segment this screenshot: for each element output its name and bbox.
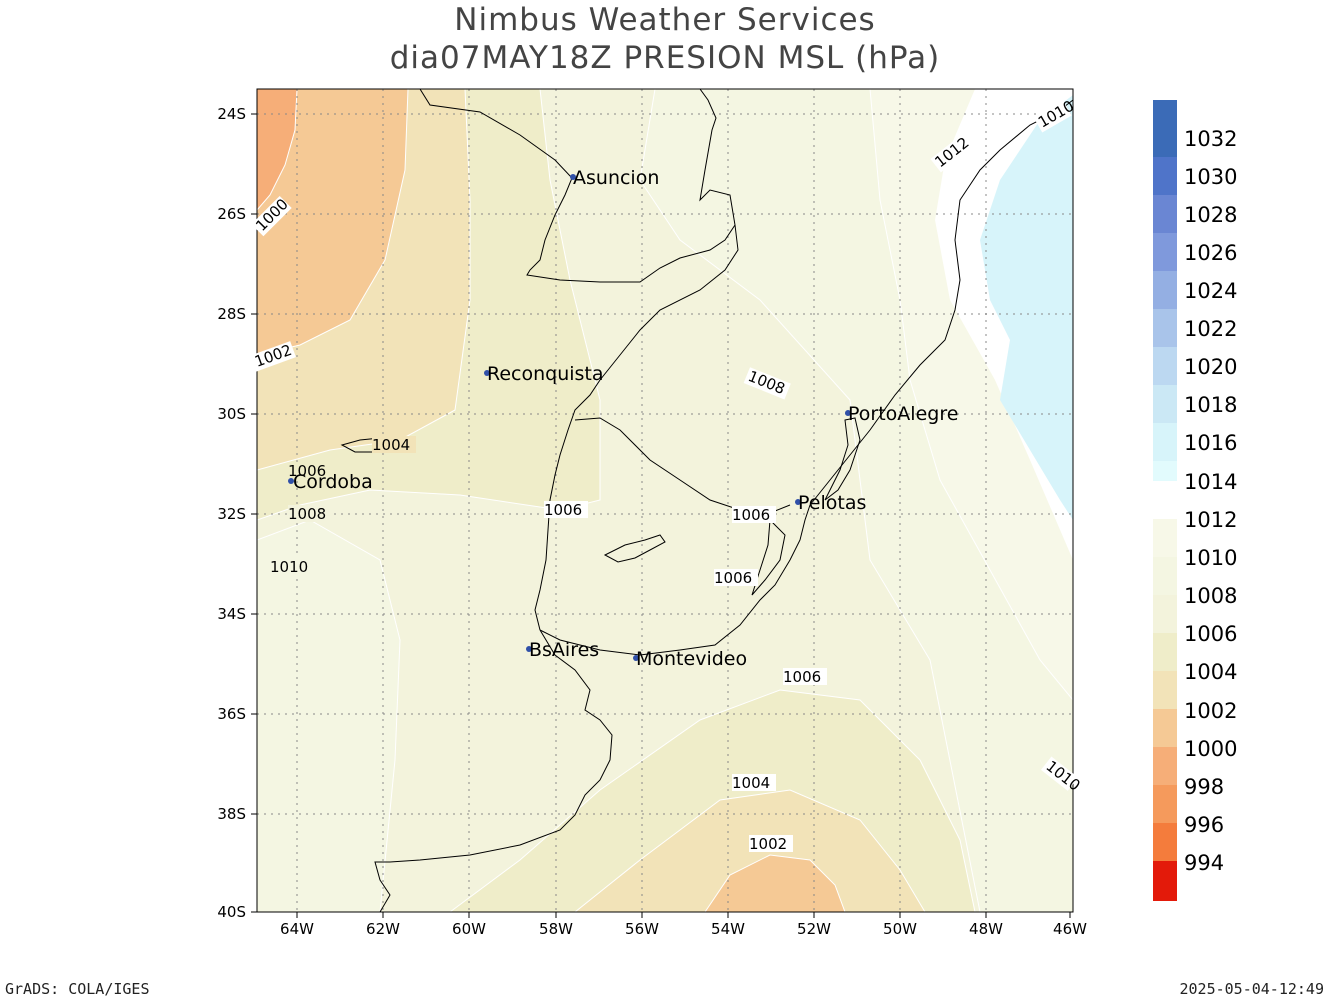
lon-label: 62W	[366, 920, 400, 938]
colorbar-label: 1000	[1184, 737, 1237, 761]
colorbar-label: 1014	[1184, 470, 1237, 494]
contour-label: 1006	[544, 501, 582, 519]
colorbar-label: 1022	[1184, 317, 1237, 341]
contour-label: 1008	[288, 505, 326, 523]
lat-label: 28S	[217, 305, 246, 323]
colorbar-label: 998	[1184, 775, 1224, 799]
contour-label: 1006	[288, 462, 326, 480]
contour-label: 1004	[732, 774, 770, 792]
colorbar	[1153, 100, 1177, 901]
colorbar-label: 1030	[1184, 165, 1237, 189]
colorbar-label: 994	[1184, 851, 1224, 875]
city-marker	[570, 174, 576, 180]
graticule	[257, 89, 1073, 912]
colorbar-label: 1020	[1184, 355, 1237, 379]
contour-lines	[257, 89, 1073, 912]
map-subtitle: dia07MAY18Z PRESION MSL (hPa)	[389, 40, 941, 76]
city-marker	[795, 499, 801, 505]
lon-label: 60W	[452, 920, 486, 938]
lon-label: 48W	[969, 920, 1003, 938]
city-label: Reconquista	[487, 363, 604, 385]
lat-label: 38S	[217, 805, 246, 823]
footer-credit: GrADS: COLA/IGES	[5, 980, 150, 998]
city-marker	[484, 370, 490, 376]
footer-timestamp: 2025-05-04-12:49	[1179, 980, 1325, 998]
city-label: Pelotas	[798, 492, 866, 514]
lat-labels: 24S 26S 28S 30S 32S 34S 36S 38S 40S	[217, 105, 246, 921]
city-label: PortoAlegre	[848, 403, 958, 425]
lat-label: 26S	[217, 205, 246, 223]
map-frame	[256, 88, 1074, 913]
pressure-fill	[257, 89, 1073, 912]
fill-1000	[257, 89, 297, 210]
coastlines-borders	[340, 89, 1073, 912]
lon-label: 56W	[625, 920, 659, 938]
lon-label: 52W	[797, 920, 831, 938]
colorbar-label: 1032	[1184, 127, 1237, 151]
colorbar-label: 1002	[1184, 699, 1237, 723]
fill-1010-west	[257, 520, 400, 912]
city-label: Montevideo	[636, 648, 747, 670]
cities: Asuncion Reconquista PortoAlegre Cordoba…	[288, 167, 958, 670]
city-marker	[526, 646, 532, 652]
contour-labels: 1000 1002 1004 1006 1008 1010 1012 1010 …	[250, 97, 1084, 853]
contour-label: 1006	[783, 668, 821, 686]
contour-label: 1010	[270, 558, 308, 576]
map-title: Nimbus Weather Services	[454, 2, 876, 38]
city-marker	[845, 410, 851, 416]
colorbar-label: 1016	[1184, 431, 1237, 455]
city-marker	[633, 655, 639, 661]
lat-label: 24S	[217, 105, 246, 123]
lat-label: 34S	[217, 605, 246, 623]
contour-label: 1006	[714, 569, 752, 587]
city-label: Cordoba	[293, 471, 373, 493]
colorbar-label: 1004	[1184, 660, 1237, 684]
colorbar-label: 1028	[1184, 203, 1237, 227]
colorbar-label: 1026	[1184, 241, 1237, 265]
colorbar-label: 1010	[1184, 546, 1237, 570]
colorbar-labels: 1032 1030 1028 1026 1024 1022 1020 1018 …	[1184, 127, 1237, 875]
contour-label: 1006	[732, 506, 770, 524]
lon-label: 50W	[883, 920, 917, 938]
fill-1002-north	[257, 89, 408, 355]
colorbar-label: 996	[1184, 813, 1224, 837]
lon-label: 46W	[1053, 920, 1087, 938]
lon-labels: 64W 62W 60W 58W 56W 54W 52W 50W 48W 46W	[280, 920, 1087, 938]
lat-label: 36S	[217, 705, 246, 723]
fill-1002-south	[705, 855, 845, 912]
lat-label: 30S	[217, 405, 246, 423]
colorbar-label: 1024	[1184, 279, 1237, 303]
colorbar-label: 1018	[1184, 393, 1237, 417]
colorbar-label: 1012	[1184, 508, 1237, 532]
colorbar-label: 1008	[1184, 584, 1237, 608]
lon-label: 54W	[711, 920, 745, 938]
colorbar-label: 1006	[1184, 622, 1237, 646]
contour-label: 1004	[372, 436, 410, 454]
lat-label: 32S	[217, 505, 246, 523]
city-marker	[288, 478, 294, 484]
city-label: Asuncion	[573, 167, 659, 189]
city-label: BsAires	[529, 639, 599, 661]
contour-label: 1002	[749, 835, 787, 853]
lon-label: 64W	[280, 920, 314, 938]
axis-ticks	[251, 113, 1071, 918]
lon-label: 58W	[539, 920, 573, 938]
lat-label: 40S	[217, 903, 246, 921]
